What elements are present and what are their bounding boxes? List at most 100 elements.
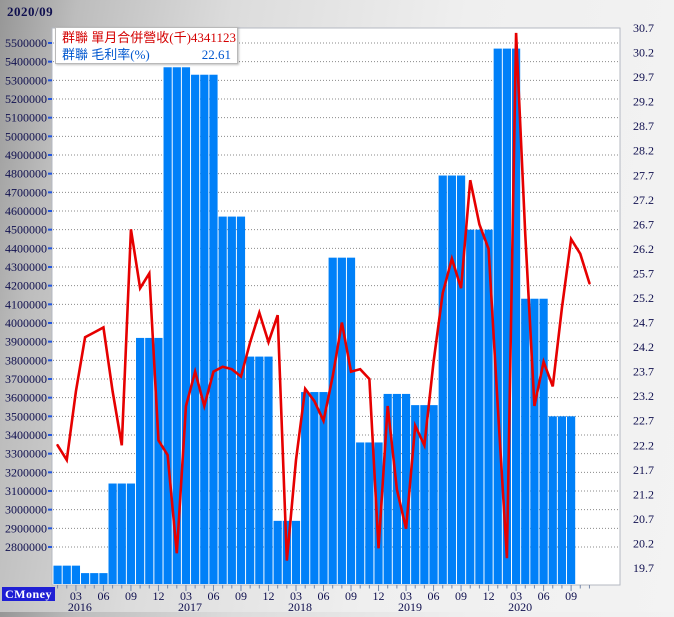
svg-text:09: 09	[125, 589, 137, 603]
legend-row-revenue: 群聯 單月合併營收(千) 4341123	[62, 29, 236, 46]
legend-margin-label: 群聯 毛利率(%)	[62, 47, 150, 62]
revenue-bar	[200, 74, 209, 584]
revenue-bar	[530, 298, 539, 584]
revenue-bar	[365, 442, 374, 584]
svg-text:09: 09	[235, 589, 247, 603]
revenue-bar	[346, 257, 356, 584]
revenue-bar	[447, 175, 456, 584]
revenue-bar	[62, 565, 71, 584]
revenue-bar	[191, 74, 200, 584]
svg-text:06: 06	[318, 589, 330, 603]
svg-text:24.7: 24.7	[633, 316, 654, 330]
svg-text:25.7: 25.7	[633, 266, 654, 280]
svg-text:28.7: 28.7	[633, 119, 654, 133]
legend-row-margin: 群聯 毛利率(%) 22.61	[62, 46, 231, 63]
svg-text:5100000: 5100000	[5, 111, 47, 125]
svg-text:20.7: 20.7	[633, 512, 654, 526]
revenue-bar	[163, 67, 172, 584]
revenue-bar	[99, 573, 108, 584]
revenue-bar	[456, 175, 466, 584]
revenue-bar	[81, 573, 90, 584]
svg-text:27.7: 27.7	[633, 168, 654, 182]
legend: 群聯 單月合併營收(千) 4341123 群聯 毛利率(%) 22.61	[55, 27, 238, 64]
svg-text:5500000: 5500000	[5, 36, 47, 50]
svg-text:4900000: 4900000	[5, 148, 47, 162]
svg-text:03: 03	[180, 589, 192, 603]
revenue-bar	[557, 416, 567, 584]
revenue-bar	[273, 520, 282, 584]
legend-revenue-value: 4341123	[190, 30, 236, 45]
svg-text:24.2: 24.2	[633, 340, 654, 354]
svg-text:03: 03	[510, 589, 522, 603]
revenue-bar	[255, 356, 264, 584]
revenue-bar	[493, 48, 502, 585]
revenue-bar	[319, 392, 328, 584]
revenue-bar	[218, 216, 227, 584]
svg-text:4600000: 4600000	[5, 204, 47, 218]
svg-text:4200000: 4200000	[5, 279, 47, 293]
svg-text:06: 06	[97, 589, 109, 603]
svg-text:22.7: 22.7	[633, 414, 654, 428]
svg-text:30.2: 30.2	[633, 46, 654, 60]
svg-text:09: 09	[565, 589, 577, 603]
svg-text:3400000: 3400000	[5, 428, 47, 442]
revenue-bar	[539, 298, 548, 584]
svg-text:06: 06	[207, 589, 219, 603]
revenue-bar	[181, 67, 191, 584]
svg-text:4500000: 4500000	[5, 223, 47, 237]
svg-text:2016: 2016	[68, 600, 92, 612]
svg-text:23.7: 23.7	[633, 365, 654, 379]
svg-text:5000000: 5000000	[5, 129, 47, 143]
revenue-bar	[567, 416, 576, 584]
revenue-bar	[172, 67, 181, 584]
svg-text:3900000: 3900000	[5, 335, 47, 349]
right-axis: 30.7 30.2 29.7 29.2 28.7 28.2 27.7 27.2 26.7 26.2…	[633, 21, 654, 575]
revenue-bar	[71, 565, 81, 584]
revenue-bar	[301, 392, 310, 584]
legend-revenue-label: 群聯 單月合併營收(千)	[62, 30, 191, 45]
svg-text:3200000: 3200000	[5, 465, 47, 479]
revenue-bar	[484, 229, 493, 584]
svg-text:3800000: 3800000	[5, 353, 47, 367]
svg-text:5400000: 5400000	[5, 55, 47, 69]
revenue-bar	[236, 216, 246, 584]
svg-text:3300000: 3300000	[5, 447, 47, 461]
revenue-bar	[356, 442, 365, 584]
svg-text:12: 12	[483, 589, 495, 603]
svg-text:27.2: 27.2	[633, 193, 654, 207]
svg-text:09: 09	[455, 589, 467, 603]
cmoney-logo: CMoney	[2, 587, 55, 601]
svg-text:2800000: 2800000	[5, 540, 47, 554]
revenue-bar	[136, 337, 145, 584]
revenue-bars	[53, 48, 576, 585]
revenue-bar	[117, 483, 126, 584]
page-title: 2020/09	[7, 4, 54, 19]
revenue-bar	[401, 393, 411, 584]
svg-text:2018: 2018	[288, 600, 312, 612]
svg-text:25.2: 25.2	[633, 291, 654, 305]
svg-text:3000000: 3000000	[5, 503, 47, 517]
revenue-bar	[411, 405, 420, 584]
svg-text:19.7: 19.7	[633, 561, 654, 575]
revenue-bar	[374, 442, 383, 584]
svg-text:09: 09	[345, 589, 357, 603]
revenue-bar	[475, 229, 484, 584]
svg-text:12: 12	[263, 589, 275, 603]
svg-text:4400000: 4400000	[5, 241, 47, 255]
svg-text:29.7: 29.7	[633, 70, 654, 84]
svg-text:2017: 2017	[178, 600, 202, 612]
revenue-bar	[154, 337, 163, 584]
revenue-bar	[438, 175, 447, 584]
revenue-bar	[227, 216, 236, 584]
svg-text:4300000: 4300000	[5, 260, 47, 274]
svg-text:21.2: 21.2	[633, 487, 654, 501]
revenue-bar	[328, 257, 337, 584]
revenue-bar	[53, 565, 62, 584]
revenue-bar	[337, 257, 346, 584]
svg-text:21.7: 21.7	[633, 463, 654, 477]
svg-text:4800000: 4800000	[5, 167, 47, 181]
x-axis: 03 06 09 12 03 06 09 12 03 06 09 12 03 06 09 12 03 06 09 20…	[52, 584, 620, 614]
revenue-bar	[291, 520, 301, 584]
